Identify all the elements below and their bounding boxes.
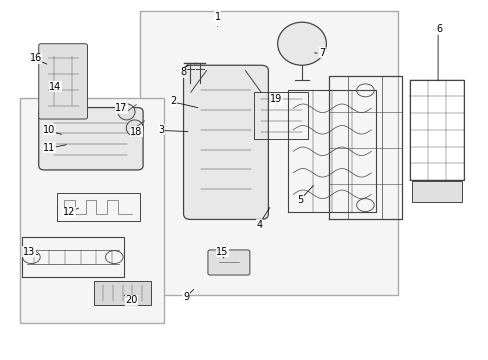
Ellipse shape <box>126 120 143 136</box>
Text: 11: 11 <box>43 143 56 153</box>
Text: 13: 13 <box>23 247 35 257</box>
Text: 7: 7 <box>319 48 325 58</box>
Bar <box>20 98 163 323</box>
Text: 14: 14 <box>49 82 61 92</box>
Text: 2: 2 <box>170 96 177 106</box>
Bar <box>140 12 397 295</box>
Ellipse shape <box>277 22 326 65</box>
Ellipse shape <box>118 104 135 120</box>
FancyBboxPatch shape <box>94 281 151 305</box>
FancyBboxPatch shape <box>39 44 87 119</box>
Text: 3: 3 <box>158 125 164 135</box>
FancyBboxPatch shape <box>39 108 143 170</box>
Text: 4: 4 <box>256 220 262 230</box>
FancyBboxPatch shape <box>183 65 268 220</box>
Text: 10: 10 <box>43 125 56 135</box>
Text: 20: 20 <box>125 295 137 305</box>
FancyBboxPatch shape <box>207 250 249 275</box>
Text: 15: 15 <box>216 247 228 257</box>
Text: 18: 18 <box>130 127 142 136</box>
FancyBboxPatch shape <box>411 181 462 202</box>
Text: 12: 12 <box>62 207 75 217</box>
Text: 9: 9 <box>183 292 189 302</box>
Text: 1: 1 <box>214 12 220 22</box>
Text: 16: 16 <box>30 53 42 63</box>
Text: 17: 17 <box>115 103 127 113</box>
Text: 5: 5 <box>297 195 303 205</box>
Text: 19: 19 <box>269 94 282 104</box>
Text: 6: 6 <box>436 24 442 35</box>
Text: 8: 8 <box>180 67 186 77</box>
